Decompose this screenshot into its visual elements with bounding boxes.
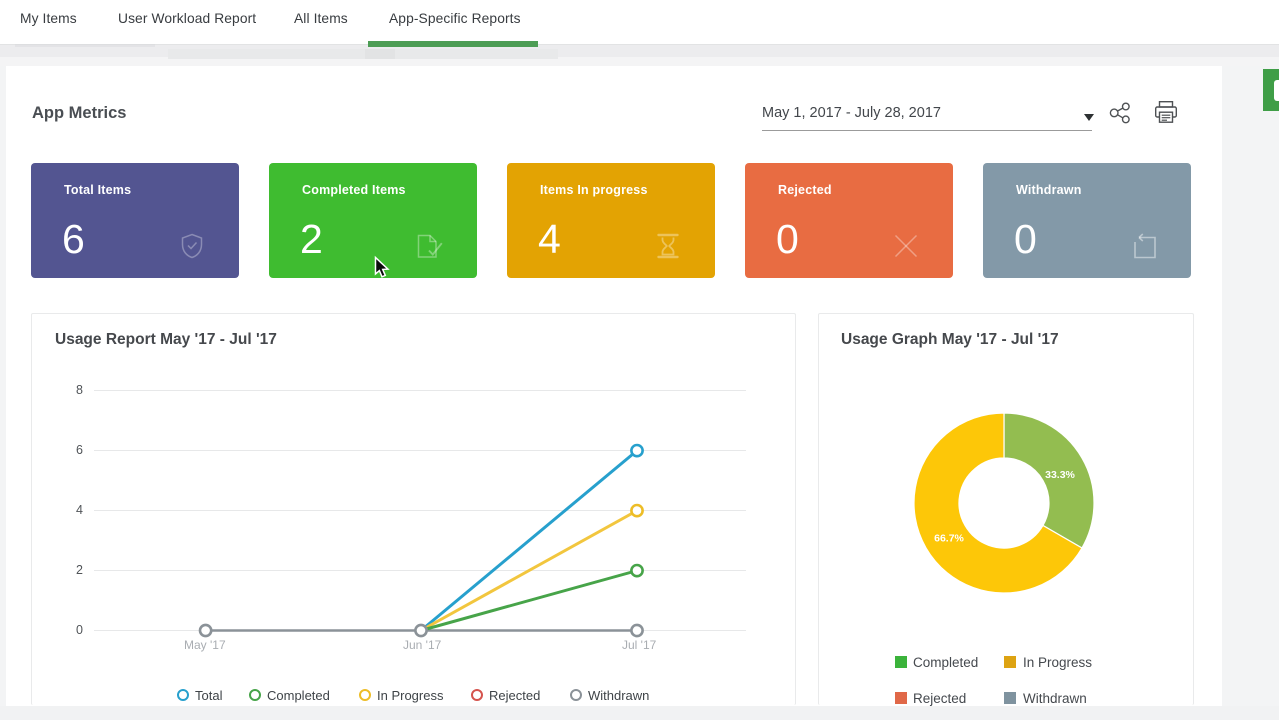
svg-text:33.3%: 33.3%: [1045, 469, 1075, 481]
svg-text:66.7%: 66.7%: [934, 533, 964, 545]
